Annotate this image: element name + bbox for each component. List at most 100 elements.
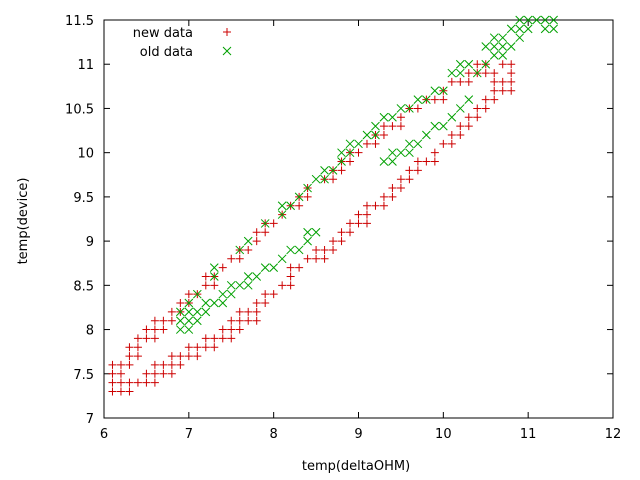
new-data-point <box>125 378 134 387</box>
old-data-point <box>277 254 287 264</box>
new-data-point <box>507 69 516 78</box>
old-data-point <box>515 24 525 34</box>
new-data-point <box>498 77 507 86</box>
old-data-point <box>523 15 533 25</box>
new-data-point <box>303 254 312 263</box>
old-data-point <box>218 289 228 299</box>
new-data-point <box>362 210 371 219</box>
old-data-point <box>184 325 194 334</box>
x-tick-label: 12 <box>605 427 622 442</box>
x-tick-label: 7 <box>185 427 193 442</box>
legend-label-new-data: new data <box>133 26 193 41</box>
new-data-point <box>176 360 185 369</box>
old-data-point <box>549 15 558 25</box>
old-data-point <box>235 280 245 290</box>
new-data-point <box>116 378 125 387</box>
old-data-point <box>532 15 542 25</box>
series-old-data <box>175 15 558 334</box>
new-data-point <box>346 157 355 166</box>
new-data-point <box>150 325 159 334</box>
new-data-point <box>456 77 465 86</box>
new-data-point <box>167 360 176 369</box>
new-data-point <box>473 113 482 122</box>
old-data-point <box>243 272 253 281</box>
new-data-point <box>244 307 253 316</box>
old-data-point <box>218 298 228 308</box>
old-data-point <box>260 263 270 272</box>
old-data-point <box>498 42 508 51</box>
legend-plus-icon <box>223 28 231 36</box>
y-tick-label: 8 <box>86 324 94 339</box>
new-data-point <box>167 307 176 316</box>
old-data-point <box>303 183 312 193</box>
new-data-point <box>210 334 219 343</box>
legend-marker-new-data <box>223 28 231 36</box>
new-data-point <box>498 60 507 69</box>
x-tick-label: 8 <box>270 427 278 442</box>
old-data-point <box>286 245 295 255</box>
new-data-point <box>133 334 142 343</box>
new-data-point <box>244 316 253 325</box>
new-data-point <box>108 387 117 396</box>
old-data-point <box>226 289 236 299</box>
new-data-point <box>490 95 499 104</box>
new-data-point <box>108 360 117 369</box>
new-data-point <box>269 219 278 228</box>
new-data-point <box>159 360 168 369</box>
new-data-point <box>447 139 456 148</box>
new-data-point <box>150 334 159 343</box>
legend-label-old-data: old data <box>140 45 193 60</box>
old-data-point <box>209 263 219 272</box>
old-data-point <box>269 263 279 272</box>
old-data-point <box>252 272 262 281</box>
old-data-point <box>303 236 312 246</box>
old-data-point <box>515 33 525 43</box>
new-data-point <box>507 60 516 69</box>
new-data-point <box>337 237 346 246</box>
new-data-point <box>218 334 227 343</box>
new-data-point <box>379 201 388 210</box>
new-data-point <box>430 157 439 166</box>
old-data-point <box>175 325 185 334</box>
new-data-point <box>498 86 507 95</box>
old-data-point <box>260 219 270 228</box>
y-tick-label: 10 <box>77 147 94 162</box>
new-data-point <box>422 157 431 166</box>
new-data-point <box>142 325 151 334</box>
old-data-point <box>175 307 185 317</box>
new-data-point <box>252 299 261 308</box>
new-data-point <box>447 130 456 139</box>
new-data-point <box>354 219 363 228</box>
old-data-point <box>388 112 397 122</box>
old-data-point <box>455 104 465 113</box>
new-data-point <box>193 352 202 361</box>
new-data-point <box>371 201 380 210</box>
new-data-point <box>116 360 125 369</box>
old-data-point <box>430 121 440 131</box>
new-data-point <box>133 378 142 387</box>
new-data-point <box>447 77 456 86</box>
new-data-point <box>473 104 482 113</box>
new-data-point <box>159 316 168 325</box>
new-data-point <box>244 245 253 254</box>
new-data-point <box>413 166 422 175</box>
old-data-point <box>184 298 194 308</box>
new-data-point <box>176 299 185 308</box>
old-data-point <box>430 86 440 96</box>
new-data-point <box>235 307 244 316</box>
new-data-point <box>108 369 117 378</box>
y-tick-label: 11.5 <box>65 14 94 29</box>
new-data-point <box>235 325 244 334</box>
old-data-point <box>489 33 499 43</box>
new-data-point <box>481 69 490 78</box>
old-data-point <box>192 307 202 317</box>
new-data-point <box>507 86 516 95</box>
new-data-point <box>464 122 473 131</box>
new-data-point <box>150 316 159 325</box>
y-tick-label: 8.5 <box>73 279 94 294</box>
old-data-point <box>209 272 219 281</box>
new-data-point <box>142 378 151 387</box>
new-data-point <box>261 299 270 308</box>
